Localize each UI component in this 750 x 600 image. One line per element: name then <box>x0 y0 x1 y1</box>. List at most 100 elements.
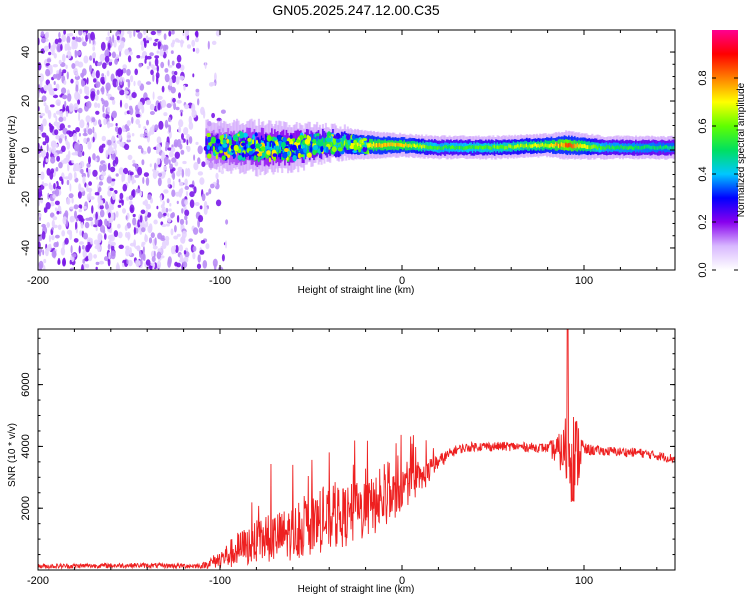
spectrogram-noise-cell <box>185 190 189 197</box>
spectrogram-noise-cell <box>129 107 134 116</box>
spectrogram-noise-cell <box>99 53 105 62</box>
spectrogram-noise-cell <box>107 189 112 197</box>
spectrogram-noise-cell <box>199 249 205 255</box>
colorbar-tick-label: 0.4 <box>697 166 709 181</box>
spectrogram-band-speckle <box>359 139 363 143</box>
spectrogram-y-tick-label: 20 <box>20 95 32 107</box>
spectrogram-noise-cell <box>186 145 191 153</box>
spectrogram-noise-cell <box>138 227 142 231</box>
spectrogram-noise-cell <box>93 254 97 259</box>
spectrogram-noise-cell <box>104 74 107 83</box>
spectrogram-noise-cell <box>163 170 166 176</box>
spectrogram-noise-cell <box>91 205 94 214</box>
spectrogram-y-tick-label: 40 <box>20 46 32 58</box>
spectrogram-noise-cell <box>152 170 158 180</box>
spectrogram-noise-cell <box>129 247 132 256</box>
spectrogram-noise-cell <box>38 213 42 218</box>
spectrogram-noise-cell <box>183 84 186 91</box>
spectrogram-noise-cell <box>46 222 50 228</box>
spectrogram-band-cell <box>340 141 343 147</box>
spectrogram-noise-cell <box>80 72 85 78</box>
spectrogram-band-cell <box>543 144 546 148</box>
spectrogram-noise-cell <box>49 202 55 207</box>
spectrogram-noise-cell <box>170 228 174 236</box>
spectrogram-noise-cell <box>89 190 92 199</box>
spectrogram-noise-cell <box>149 163 152 168</box>
spectrogram-band-cell <box>656 146 659 150</box>
spectrogram-noise-cell <box>60 62 66 68</box>
spectrogram-noise-cell <box>78 150 82 157</box>
spectrogram-noise-cell <box>70 217 74 223</box>
spectrogram-band-speckle <box>257 153 263 157</box>
spectrogram-noise-cell <box>55 99 61 106</box>
spectrogram-noise-cell <box>180 236 186 244</box>
spectrogram-noise-cell <box>126 139 131 143</box>
spectrogram-noise-cell <box>165 207 169 213</box>
spectrogram-noise-cell <box>184 199 189 206</box>
spectrogram-band-cell <box>667 146 670 150</box>
spectrogram-noise-cell <box>61 94 68 100</box>
spectrogram-noise-cell <box>104 256 109 262</box>
spectrogram-band-cell <box>636 146 639 150</box>
spectrogram-noise-cell <box>107 42 111 51</box>
spectrogram-noise-cell <box>87 128 93 135</box>
spectrogram-band-cell <box>506 146 509 150</box>
spectrogram-noise-cell <box>163 33 167 40</box>
spectrogram-noise-cell <box>126 259 129 265</box>
spectrogram-noise-cell <box>71 63 76 69</box>
spectrogram-noise-cell <box>133 226 136 236</box>
spectrogram-band-cell <box>530 144 533 148</box>
spectrogram-noise-cell <box>45 32 49 39</box>
spectrogram-noise-cell <box>53 88 58 92</box>
spectrogram-noise-cell <box>164 119 169 129</box>
spectrogram-noise-cell <box>95 94 99 101</box>
spectrogram-noise-cell <box>90 221 94 227</box>
spectrogram-noise-cell <box>193 186 197 194</box>
spectrogram-noise-cell <box>173 102 177 111</box>
spectrogram-noise-cell <box>62 106 66 112</box>
spectrogram-noise-cell <box>101 73 105 78</box>
spectrogram-noise-cell <box>72 132 78 142</box>
spectrogram-band-speckle <box>237 155 243 161</box>
spectrogram-noise-cell <box>166 198 170 204</box>
spectrogram-noise-cell <box>210 183 215 189</box>
spectrogram-band-speckle <box>251 156 254 161</box>
spectrogram-noise-cell <box>149 111 155 115</box>
spectrogram-band-cell <box>273 145 276 154</box>
spectrogram-noise-cell <box>178 181 184 187</box>
spectrogram-band-speckle <box>261 152 266 158</box>
spectrogram-noise-cell <box>202 110 206 119</box>
spectrogram-noise-cell <box>111 99 116 105</box>
spectrogram-noise-cell <box>164 68 169 73</box>
spectrogram-band-cell <box>668 146 671 150</box>
spectrogram-noise-cell <box>60 247 66 256</box>
spectrogram-noise-cell <box>184 215 188 221</box>
spectrogram-noise-cell <box>108 251 111 260</box>
snr-x-tick-label: 0 <box>399 575 405 587</box>
spectrogram-noise-cell <box>200 240 206 244</box>
spectrogram-noise-cell <box>174 38 180 43</box>
spectrogram-noise-cell <box>167 177 172 185</box>
spectrogram-noise-cell <box>175 76 180 85</box>
spectrogram-noise-cell <box>151 256 156 263</box>
spectrogram-band-speckle <box>251 139 255 145</box>
spectrogram-noise-cell <box>147 146 151 154</box>
spectrogram-band-cell <box>332 142 335 148</box>
spectrogram-noise-cell <box>159 49 164 57</box>
spectrogram-noise-cell <box>51 49 55 56</box>
spectrogram-band-speckle <box>292 138 296 142</box>
spectrogram-noise-cell <box>38 153 41 158</box>
spectrogram-noise-cell <box>148 223 153 233</box>
spectrogram-noise-cell <box>64 176 70 180</box>
spectrogram-noise-cell <box>74 91 80 101</box>
spectrogram-noise-cell <box>139 191 143 197</box>
spectrogram-band-cell <box>447 145 450 150</box>
spectrogram-band-cell <box>556 142 559 147</box>
spectrogram-noise-cell <box>66 197 71 205</box>
spectrogram-noise-cell <box>184 178 188 186</box>
spectrogram-band-cell <box>635 144 638 149</box>
spectrogram-band-cell <box>439 146 442 151</box>
spectrogram-band-cell <box>671 146 674 151</box>
spectrogram-noise-cell <box>59 176 63 181</box>
spectrogram-noise-cell <box>150 232 155 239</box>
